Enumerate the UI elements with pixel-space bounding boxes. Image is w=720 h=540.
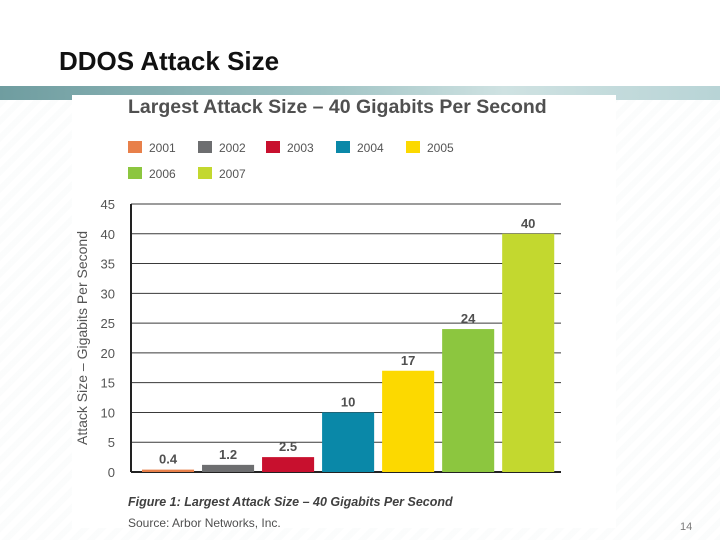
- data-label-2004: 10: [341, 394, 355, 409]
- legend-swatch-2007: [198, 167, 212, 179]
- chart-title: Largest Attack Size – 40 Gigabits Per Se…: [128, 96, 547, 118]
- data-label-2006: 24: [461, 311, 476, 326]
- y-tick-label: 5: [108, 435, 115, 450]
- data-label-2002: 1.2: [219, 447, 237, 462]
- legend-swatch-2001: [128, 141, 142, 153]
- legend-label-2006: 2006: [149, 167, 176, 181]
- y-axis-label: Attack Size – Gigabits Per Second: [74, 231, 90, 445]
- y-tick-label: 0: [108, 465, 115, 480]
- page-number: 14: [680, 521, 693, 533]
- legend-label-2001: 2001: [149, 141, 176, 155]
- legend-swatch-2002: [198, 141, 212, 153]
- bar-2002: [202, 464, 255, 472]
- bar-2004: [322, 412, 375, 472]
- slide-title: DDOS Attack Size: [59, 46, 280, 76]
- legend-label-2007: 2007: [219, 167, 246, 181]
- y-tick-label: 20: [101, 346, 115, 361]
- y-tick-label: 40: [101, 227, 115, 242]
- bar-2003: [262, 457, 315, 472]
- y-tick-label: 30: [101, 286, 115, 301]
- legend-label-2003: 2003: [287, 141, 314, 155]
- legend-label-2005: 2005: [427, 141, 454, 155]
- legend-swatch-2003: [266, 141, 280, 153]
- legend-label-2002: 2002: [219, 141, 246, 155]
- y-tick-label: 35: [101, 257, 115, 272]
- bar-chart: 0 5 10 15 20 25 30 35 40 45 Attack Size – Gigabits…: [74, 141, 561, 480]
- data-label-2005: 17: [401, 353, 415, 368]
- legend-swatch-2006: [128, 167, 142, 179]
- legend-swatch-2004: [336, 141, 350, 153]
- legend-swatch-2005: [406, 141, 420, 153]
- bar-2005: [382, 370, 435, 472]
- chart-figure: Largest Attack Size – 40 Gigabits Per Se…: [72, 95, 616, 530]
- data-label-2001: 0.4: [159, 452, 178, 467]
- y-tick-label: 45: [101, 197, 115, 212]
- figure-caption: Figure 1: Largest Attack Size – 40 Gigab…: [128, 495, 453, 509]
- bar-2006: [442, 329, 495, 472]
- bar-2007: [502, 233, 555, 472]
- figure-source: Source: Arbor Networks, Inc.: [128, 516, 281, 530]
- legend-label-2004: 2004: [357, 141, 384, 155]
- bar-2001: [142, 469, 195, 472]
- y-tick-label: 10: [101, 405, 115, 420]
- data-label-2007: 40: [521, 216, 535, 231]
- y-tick-label: 15: [101, 376, 115, 391]
- y-tick-label: 25: [101, 316, 115, 331]
- data-label-2003: 2.5: [279, 439, 297, 454]
